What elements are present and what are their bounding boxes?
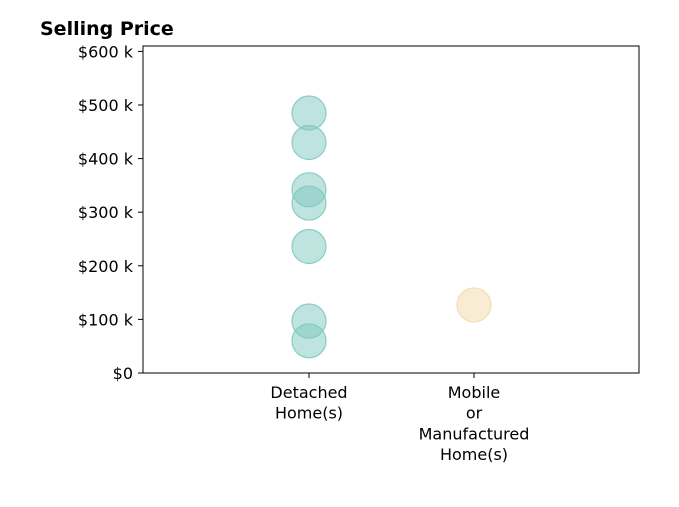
x-tick-label: Mobile or Manufactured Home(s) xyxy=(419,383,530,464)
data-point xyxy=(291,228,327,265)
y-tick-label: $300 k xyxy=(78,203,134,222)
y-tick-label: $500 k xyxy=(78,96,134,115)
x-tick-label-line: Mobile xyxy=(448,383,500,402)
y-tick-label: $600 k xyxy=(78,42,134,61)
data-point xyxy=(291,323,327,359)
data-points xyxy=(291,95,492,359)
y-tick-label: $200 k xyxy=(78,257,134,276)
chart-title: Selling Price xyxy=(40,18,174,40)
x-tick-label-line: or xyxy=(466,404,483,423)
x-axis: Detached Home(s) Mobile or Manufactured Home(… xyxy=(270,373,529,464)
y-tick-label: $100 k xyxy=(78,310,134,329)
plot-area-frame xyxy=(142,45,640,374)
y-tick-label: $0 xyxy=(113,364,133,383)
x-tick-label-line: Home(s) xyxy=(440,445,508,464)
data-point xyxy=(291,185,327,221)
data-point xyxy=(456,287,492,323)
data-point xyxy=(291,124,327,161)
x-tick-label: Detached Home(s) xyxy=(270,383,347,423)
x-tick-label-line: Manufactured xyxy=(419,424,530,443)
y-axis: $0 $100 k $200 k $300 k $400 k $500 k $600 k xyxy=(78,42,143,383)
x-tick-label-line: Detached xyxy=(270,383,347,402)
x-tick-label-line: Home(s) xyxy=(275,404,343,423)
y-tick-label: $400 k xyxy=(78,150,134,169)
